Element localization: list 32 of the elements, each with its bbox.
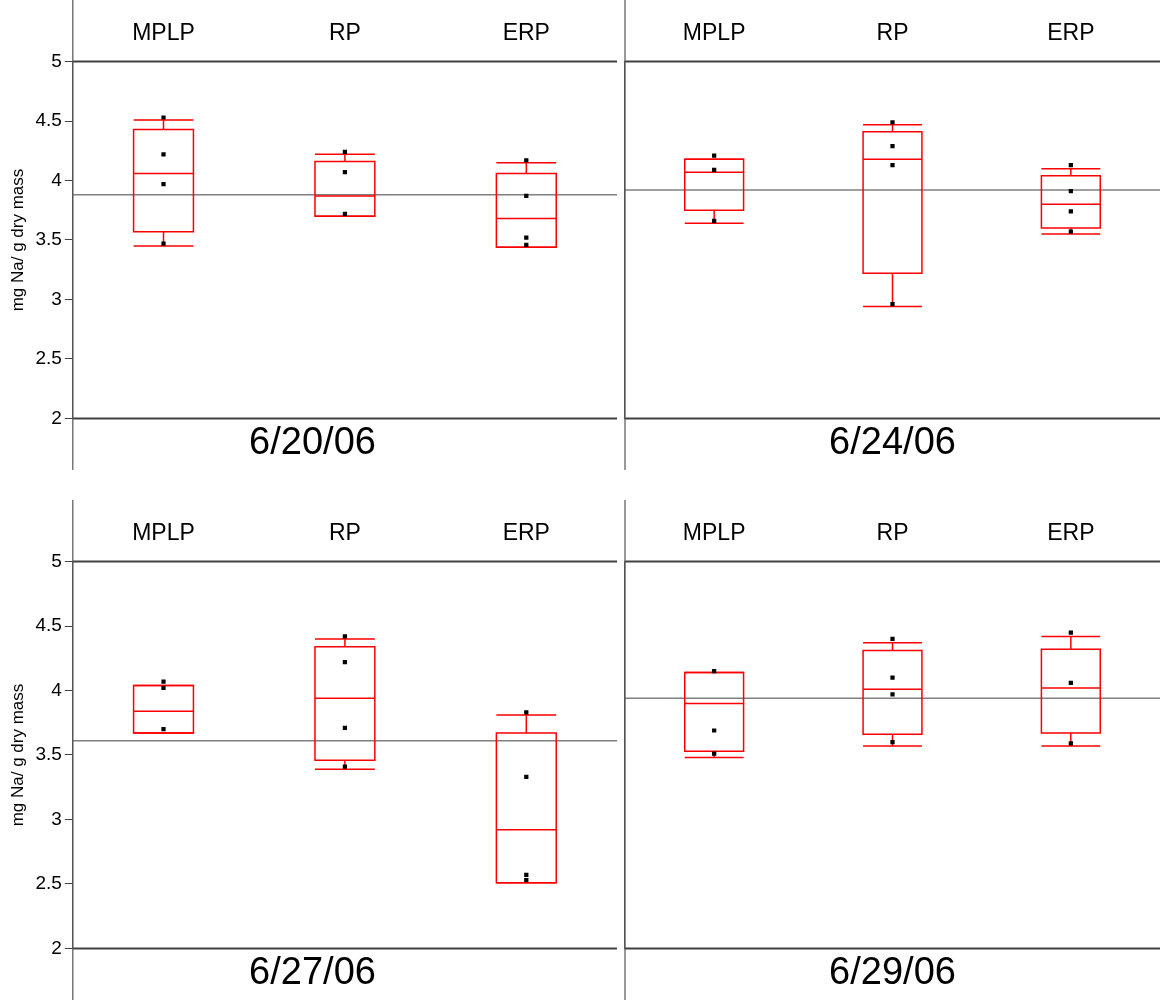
x-tick-label: RP: [328, 19, 361, 46]
x-tick-label: RP: [876, 519, 909, 546]
y-tick-label: 3.5: [35, 743, 62, 765]
y-tick-label: 3: [51, 287, 62, 309]
y-tick-label: 3: [51, 807, 62, 829]
y-tick-label: 5: [51, 49, 62, 71]
x-axis-title: 6/24/06: [829, 419, 956, 462]
x-tick-label: RP: [876, 19, 909, 46]
y-tick-label: 5: [51, 549, 62, 571]
x-tick-label: MPLP: [132, 19, 195, 46]
y-axis-title: mg Na/ g dry mass: [7, 168, 27, 312]
y-axis-title: mg Na/ g dry mass: [7, 683, 27, 827]
x-tick-label: MPLP: [682, 519, 746, 546]
y-tick-label: 3.5: [35, 228, 62, 250]
x-tick-label: ERP: [502, 519, 550, 546]
y-tick-label: 2: [51, 936, 62, 958]
y-tick-label: 4.5: [35, 614, 62, 636]
x-tick-label: ERP: [1047, 519, 1095, 546]
x-tick-label: RP: [328, 519, 361, 546]
y-tick-label: 2.5: [35, 347, 62, 369]
y-tick-label: 4.5: [35, 109, 62, 131]
y-tick-label: 2.5: [35, 872, 62, 894]
y-tick-label: 2: [51, 406, 62, 428]
y-tick-label: 4: [51, 168, 63, 190]
x-axis-title: 6/29/06: [829, 949, 956, 992]
x-tick-label: ERP: [1047, 19, 1095, 46]
x-axis-title: 6/27/06: [249, 949, 376, 992]
x-tick-label: MPLP: [682, 19, 746, 46]
x-tick-label: ERP: [502, 19, 550, 46]
y-tick-label: 4: [51, 678, 63, 700]
x-axis-title: 6/20/06: [249, 419, 376, 462]
x-tick-label: MPLP: [132, 519, 195, 546]
